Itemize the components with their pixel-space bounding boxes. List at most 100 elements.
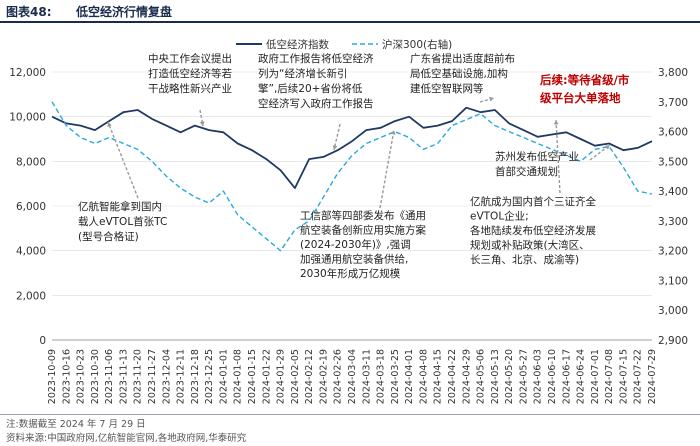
left-axis-tick-label: 6,000 [16,201,46,213]
annotation-text: 干战略性新兴产业 [148,82,232,95]
right-axis-tick-label: 3,400 [658,186,688,198]
annotation-text: (型号合格证) [78,230,139,243]
annotation-arrow [379,129,395,209]
x-axis-tick-label: 2024-04-15 [433,349,444,404]
annotation-arrow [107,121,139,199]
x-axis-tick-label: 2023-12-11 [176,349,187,404]
annotation-text: 苏州发布低空产业 [495,150,579,163]
chart: 0 2,000 4,000 6,000 8,000 10,000 12,000 2,900 3,… [9,38,688,404]
annotation-text: 建低空智联网等 [410,82,484,95]
annotation-arrow [333,123,341,151]
left-axis-tick-label: 2,000 [16,290,46,302]
annotation-text: 2030年形成万亿规模 [300,267,401,280]
source-note: 资料来源:中国政府网,亿航智能官网,各地政府网,华泰研究 [6,433,247,444]
annotation-text: 中央工作会议提出 [148,52,232,65]
annotation-arrowhead [332,145,338,150]
low-altitude-index-line [51,106,653,190]
annotation-arrowhead [605,145,610,150]
x-axis-tick-label: 2024-05-20 [504,349,515,404]
left-axis-tick-label: 12,000 [9,67,46,79]
legend-label-hs300: 沪深300(右轴) [382,38,452,51]
figure-header: 图表48: 低空经济行情复盘 [0,0,700,22]
x-axis-tick-label: 2024-04-22 [447,349,458,404]
annotation-text: 亿航成为国内首个三证齐全 [470,195,596,208]
x-axis-tick-label: 2023-11-13 [118,349,129,404]
figure-title: 低空经济行情复盘 [76,5,173,19]
x-axis-tick-label: 2024-07-29 [647,349,658,404]
annotation-arrowhead [199,121,205,126]
x-axis-tick-label: 2024-01-22 [261,349,272,404]
annotation-arrow [555,119,561,194]
annotation-text: eVTOL企业; [470,210,529,223]
x-axis-tick-label: 2023-12-25 [204,349,215,404]
x-axis-tick-label: 2024-01-15 [247,349,258,404]
right-axis-tick-label: 3,600 [658,127,688,139]
annotation-text: 政府工作报告将低空经济 [258,52,374,65]
x-axis-tick-label: 2024-07-08 [604,349,615,404]
right-axis-tick-label: 3,300 [658,216,688,228]
annotation-text: 亿航智能拿到国内 [78,200,162,213]
annotation-arrowhead [390,130,396,135]
x-axis-tick-label: 2023-11-27 [147,349,158,404]
legend-label-index: 低空经济指数 [266,38,329,51]
x-axis-tick-label: 2023-11-06 [104,349,115,404]
x-axis-tick-label: 2024-02-26 [333,349,344,404]
x-axis-tick-label: 2024-03-04 [347,349,358,404]
annotation-text: 擎”,后续20+省份将低 [258,82,363,95]
x-axis-tick-label: 2024-02-05 [290,349,301,404]
right-axis-tick-label: 2,900 [658,335,688,347]
header-rule [0,21,700,23]
annotation-arrow [199,109,204,127]
x-axis-tick-label: 2023-12-18 [190,349,201,404]
footer-rule [0,414,700,415]
annotation-text: 列为“经济增长新引 [258,67,347,80]
x-axis-tick-label: 2023-10-23 [76,349,87,404]
x-axis-tick-label: 2024-06-03 [533,349,544,404]
annotation-text: 空经济写入政府工作报告 [258,97,374,110]
annotation-text: 规划或补贴政策(大湾区、 [470,239,590,252]
annotation-arrowhead [553,120,559,125]
x-axis-tick-label: 2024-04-01 [404,349,415,404]
annotation-text: (2024-2030年)》,强调 [300,238,411,251]
x-axis-tick-label: 2023-12-04 [161,349,172,404]
annotation-text: 工信部等四部委发布《通用 [300,209,426,222]
x-axis-tick-label: 2024-05-27 [518,349,529,404]
x-axis-tick-label: 2024-07-15 [618,349,629,404]
x-axis-tick-label: 2024-04-29 [461,349,472,404]
right-axis-tick-label: 3,500 [658,156,688,168]
annotation-text: 首部交通规划 [495,165,558,178]
x-axis-tick-label: 2024-03-25 [390,349,401,404]
x-axis-tick-label: 2024-06-24 [576,349,587,404]
right-axis-tick-label: 3,700 [658,97,688,109]
x-axis-tick-label: 2024-01-08 [233,349,244,404]
x-axis-tick-label: 2024-03-18 [376,349,387,404]
left-axis-tick-label: 0 [39,335,46,347]
x-axis-tick-label: 2024-01-29 [276,349,287,404]
left-axis-tick-label: 8,000 [16,156,46,168]
x-axis-tick-label: 2024-01-01 [218,349,229,404]
annotation-text: 各地陆续发布低空经济发展 [470,224,596,237]
right-axis-tick-label: 3,800 [658,67,688,79]
x-axis-tick-label: 2024-03-11 [361,349,372,404]
x-axis-tick-label: 2024-07-22 [633,349,644,404]
footnote: 注:数据截至 2024 年 7 月 29 日 [6,419,146,430]
annotation-arrowhead [107,122,112,127]
x-axis-tick-label: 2023-11-20 [133,349,144,404]
right-axis-tick-label: 3,100 [658,275,688,287]
annotation-text: 加强通用航空装备供给, [300,253,408,266]
x-axis-tick-label: 2023-10-09 [47,349,58,404]
annotation-text: 打造低空经济等若 [148,67,232,80]
x-axis-tick-label: 2023-10-30 [90,349,101,404]
annotation-text: 局低空基础设施,加构 [410,67,508,80]
annotation-text: 广东省提出适度超前布 [410,52,515,65]
x-axis-tick-label: 2024-05-06 [476,349,487,404]
x-axis-tick-label: 2023-10-16 [61,349,72,404]
annotation-text: 后续:等待省级/市 [540,73,630,87]
left-axis-tick-label: 10,000 [9,112,46,124]
x-axis-tick-label: 2024-04-08 [418,349,429,404]
x-axis-tick-label: 2024-07-01 [590,349,601,404]
annotation-text: 长三角、北京、成渝等) [470,253,579,266]
x-axis-tick-label: 2024-06-17 [561,349,572,404]
x-axis-tick-label: 2024-02-19 [318,349,329,404]
right-axis-tick-label: 3,000 [658,305,688,317]
